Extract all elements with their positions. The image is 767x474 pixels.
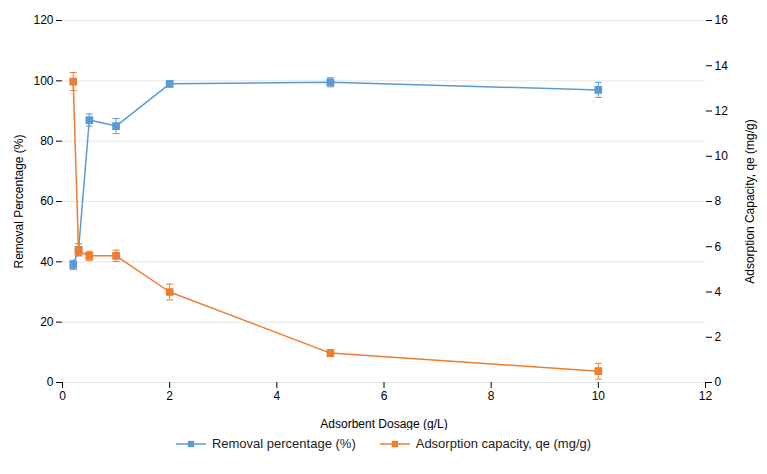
svg-text:Removal Percentage (%): Removal Percentage (%) bbox=[12, 134, 26, 268]
svg-text:4: 4 bbox=[715, 285, 722, 299]
svg-text:6: 6 bbox=[715, 240, 722, 254]
svg-text:80: 80 bbox=[40, 134, 54, 148]
svg-text:8: 8 bbox=[488, 389, 495, 403]
svg-text:12: 12 bbox=[715, 104, 729, 118]
svg-text:2: 2 bbox=[166, 389, 173, 403]
svg-text:0: 0 bbox=[715, 375, 722, 389]
svg-text:8: 8 bbox=[715, 194, 722, 208]
svg-text:20: 20 bbox=[40, 315, 54, 329]
svg-text:2: 2 bbox=[715, 330, 722, 344]
svg-text:Adsorbent Dosage (g/L): Adsorbent Dosage (g/L) bbox=[320, 417, 447, 431]
svg-text:0: 0 bbox=[59, 389, 66, 403]
svg-text:10: 10 bbox=[715, 149, 729, 163]
svg-text:16: 16 bbox=[715, 13, 729, 27]
svg-text:40: 40 bbox=[40, 255, 54, 269]
svg-text:120: 120 bbox=[33, 13, 53, 27]
svg-text:12: 12 bbox=[699, 389, 713, 403]
svg-text:60: 60 bbox=[40, 194, 54, 208]
svg-text:4: 4 bbox=[273, 389, 280, 403]
svg-text:Adsorption Capacity, qe (mg/g): Adsorption Capacity, qe (mg/g) bbox=[743, 119, 757, 284]
html-text:Adsorption capacity, qe (mg/g): Adsorption capacity, qe (mg/g) bbox=[415, 436, 592, 451]
html-text:Removal percentage (%): Removal percentage (%) bbox=[211, 436, 356, 451]
svg-text:100: 100 bbox=[33, 74, 53, 88]
svg-text:10: 10 bbox=[592, 389, 606, 403]
svg-text:0: 0 bbox=[47, 375, 54, 389]
svg-text:6: 6 bbox=[381, 389, 388, 403]
svg-text:14: 14 bbox=[715, 59, 729, 73]
